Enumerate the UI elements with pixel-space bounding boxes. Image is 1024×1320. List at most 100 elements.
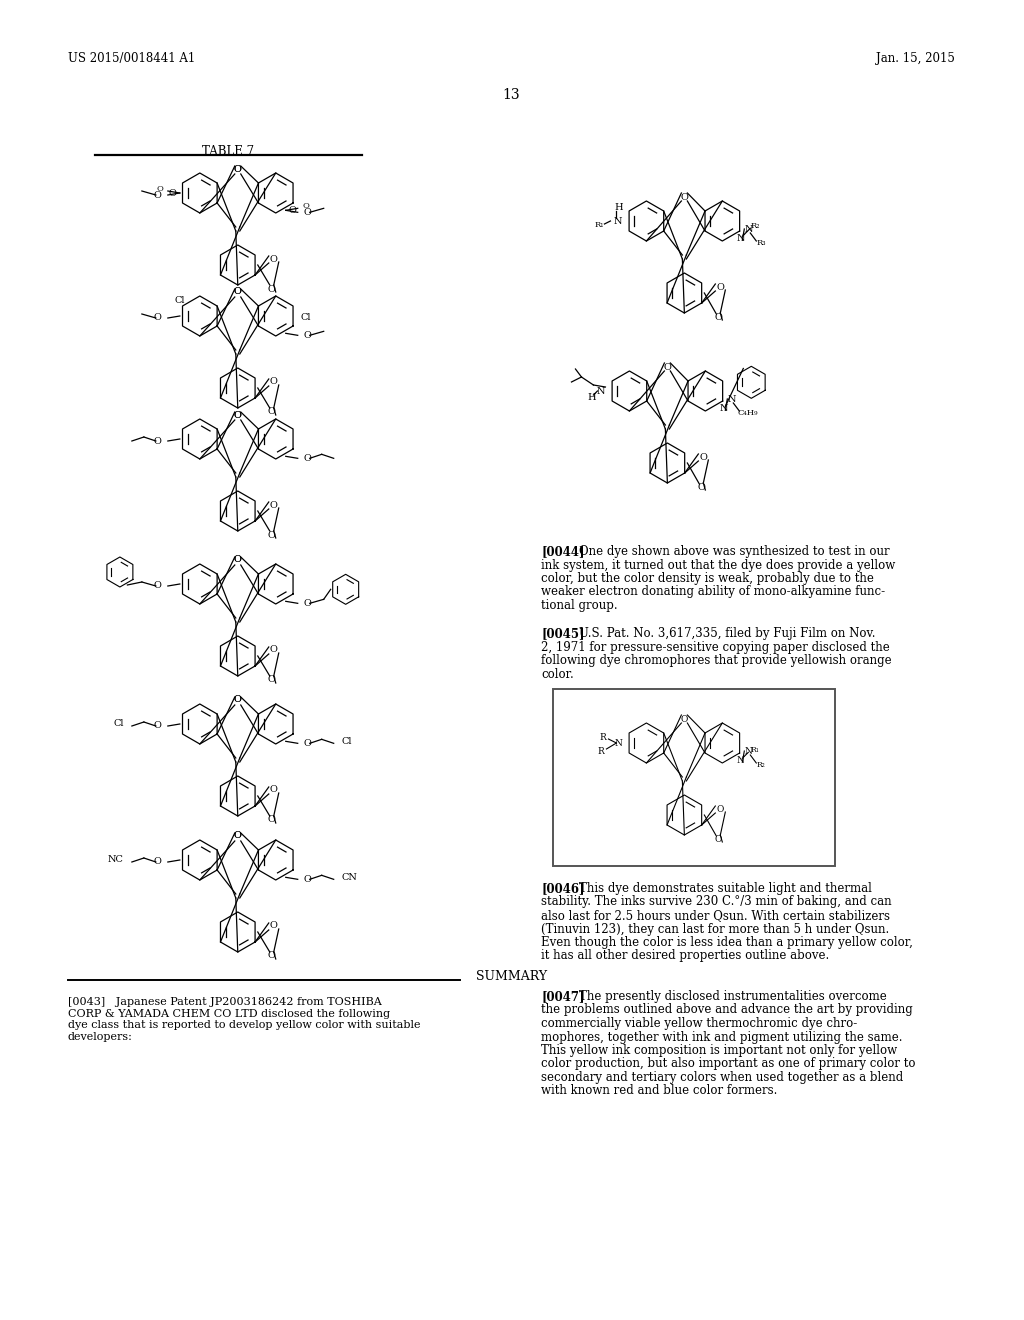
Text: with known red and blue color formers.: with known red and blue color formers. xyxy=(542,1085,778,1097)
Text: O: O xyxy=(154,722,162,730)
Text: O: O xyxy=(268,676,275,685)
Text: O: O xyxy=(269,255,278,264)
Text: O: O xyxy=(233,696,242,705)
Text: O: O xyxy=(269,785,278,795)
Text: This dye demonstrates suitable light and thermal: This dye demonstrates suitable light and… xyxy=(580,882,872,895)
Text: TABLE 7: TABLE 7 xyxy=(202,145,254,158)
Text: O: O xyxy=(715,313,722,322)
Text: also last for 2.5 hours under Qsun. With certain stabilizers: also last for 2.5 hours under Qsun. With… xyxy=(542,909,891,921)
Text: O: O xyxy=(304,875,311,884)
Text: [0044]: [0044] xyxy=(542,545,585,558)
Text: N: N xyxy=(614,216,623,226)
Text: [0047]: [0047] xyxy=(542,990,585,1003)
Text: Cl: Cl xyxy=(342,737,352,746)
Text: color.: color. xyxy=(542,668,574,681)
Text: Cl: Cl xyxy=(114,719,124,729)
Text: H: H xyxy=(614,202,623,211)
Text: O: O xyxy=(717,282,724,292)
Text: [0043]   Japanese Patent JP2003186242 from TOSHIBA
CORP & YAMADA CHEM CO LTD dis: [0043] Japanese Patent JP2003186242 from… xyxy=(68,997,421,1041)
Text: One dye shown above was synthesized to test in our: One dye shown above was synthesized to t… xyxy=(580,545,890,558)
Text: O: O xyxy=(233,411,242,420)
Text: O: O xyxy=(715,834,722,843)
Text: O: O xyxy=(717,804,724,813)
Text: O: O xyxy=(268,285,275,293)
Text: O: O xyxy=(154,582,162,590)
Text: the problems outlined above and advance the art by providing: the problems outlined above and advance … xyxy=(542,1003,913,1016)
Text: O: O xyxy=(304,599,311,607)
Text: O: O xyxy=(304,739,311,748)
Text: O: O xyxy=(269,378,278,387)
Text: mophores, together with ink and pigment utilizing the same.: mophores, together with ink and pigment … xyxy=(542,1031,903,1044)
Text: ink system, it turned out that the dye does provide a yellow: ink system, it turned out that the dye d… xyxy=(542,558,896,572)
Text: O: O xyxy=(268,531,275,540)
Text: O: O xyxy=(680,193,688,202)
Text: N: N xyxy=(744,747,753,755)
Text: U.S. Pat. No. 3,617,335, filed by Fuji Film on Nov.: U.S. Pat. No. 3,617,335, filed by Fuji F… xyxy=(580,627,876,640)
Text: [0046]: [0046] xyxy=(542,882,585,895)
Text: O: O xyxy=(681,714,688,723)
Text: 13: 13 xyxy=(503,88,520,102)
Text: O: O xyxy=(268,408,275,417)
Text: O: O xyxy=(269,921,278,931)
Text: O: O xyxy=(269,500,278,510)
Text: O: O xyxy=(233,288,242,297)
Text: C₄H₉: C₄H₉ xyxy=(737,409,758,417)
Text: it has all other desired properties outline above.: it has all other desired properties outl… xyxy=(542,949,829,962)
Text: O: O xyxy=(154,314,162,322)
Text: O: O xyxy=(233,832,242,841)
Text: R: R xyxy=(598,747,604,755)
Text: O: O xyxy=(268,816,275,825)
Text: N: N xyxy=(727,395,736,404)
Text: stability. The inks survive 230 C.°/3 min of baking, and can: stability. The inks survive 230 C.°/3 mi… xyxy=(542,895,892,908)
Text: secondary and tertiary colors when used together as a blend: secondary and tertiary colors when used … xyxy=(542,1071,904,1084)
Text: R: R xyxy=(600,733,606,742)
Text: Jan. 15, 2015: Jan. 15, 2015 xyxy=(877,51,955,65)
Text: SUMMARY: SUMMARY xyxy=(476,970,547,983)
Text: N: N xyxy=(736,234,744,243)
Text: O: O xyxy=(304,207,311,216)
Text: O: O xyxy=(233,165,242,173)
Text: CN: CN xyxy=(342,873,357,882)
Text: O: O xyxy=(289,206,297,215)
Text: color production, but also important as one of primary color to: color production, but also important as … xyxy=(542,1057,916,1071)
Text: The presently disclosed instrumentalities overcome: The presently disclosed instrumentalitie… xyxy=(580,990,887,1003)
Text: O: O xyxy=(697,483,706,491)
Text: N: N xyxy=(614,738,623,747)
Text: O: O xyxy=(154,858,162,866)
Text: R₃: R₃ xyxy=(757,239,766,247)
Text: N: N xyxy=(736,756,744,764)
Text: R₁: R₁ xyxy=(595,220,604,228)
Text: O: O xyxy=(269,645,278,655)
Text: R₁: R₁ xyxy=(751,746,759,754)
Text: O: O xyxy=(304,331,311,339)
Text: O: O xyxy=(233,411,242,420)
Text: [0045]: [0045] xyxy=(542,627,585,640)
Text: O: O xyxy=(169,189,177,198)
Text: O: O xyxy=(664,363,672,371)
Text: commercially viable yellow thermochromic dye chro-: commercially viable yellow thermochromic… xyxy=(542,1016,858,1030)
Text: O: O xyxy=(233,165,242,173)
FancyBboxPatch shape xyxy=(554,689,836,866)
Text: O: O xyxy=(154,437,162,446)
Text: N: N xyxy=(719,404,728,413)
Text: following dye chromophores that provide yellowish orange: following dye chromophores that provide … xyxy=(542,653,892,667)
Text: N: N xyxy=(597,387,605,396)
Text: O: O xyxy=(233,556,242,565)
Text: Cl: Cl xyxy=(174,296,184,305)
Text: O: O xyxy=(154,190,162,199)
Text: This yellow ink composition is important not only for yellow: This yellow ink composition is important… xyxy=(542,1044,898,1057)
Text: Cl: Cl xyxy=(301,314,311,322)
Text: R₂: R₂ xyxy=(751,222,760,230)
Text: tional group.: tional group. xyxy=(542,599,618,612)
Text: O: O xyxy=(233,696,242,705)
Text: weaker electron donating ability of mono-alkyamine func-: weaker electron donating ability of mono… xyxy=(542,586,886,598)
Text: (Tinuvin 123), they can last for more than 5 h under Qsun.: (Tinuvin 123), they can last for more th… xyxy=(542,923,890,936)
Text: O: O xyxy=(699,453,708,462)
Text: H: H xyxy=(587,392,596,401)
Text: O: O xyxy=(302,202,309,210)
Text: US 2015/0018441 A1: US 2015/0018441 A1 xyxy=(68,51,196,65)
Text: O: O xyxy=(233,288,242,297)
Text: NC: NC xyxy=(108,855,124,865)
Text: R₂: R₂ xyxy=(757,762,765,770)
Text: N: N xyxy=(744,224,753,234)
